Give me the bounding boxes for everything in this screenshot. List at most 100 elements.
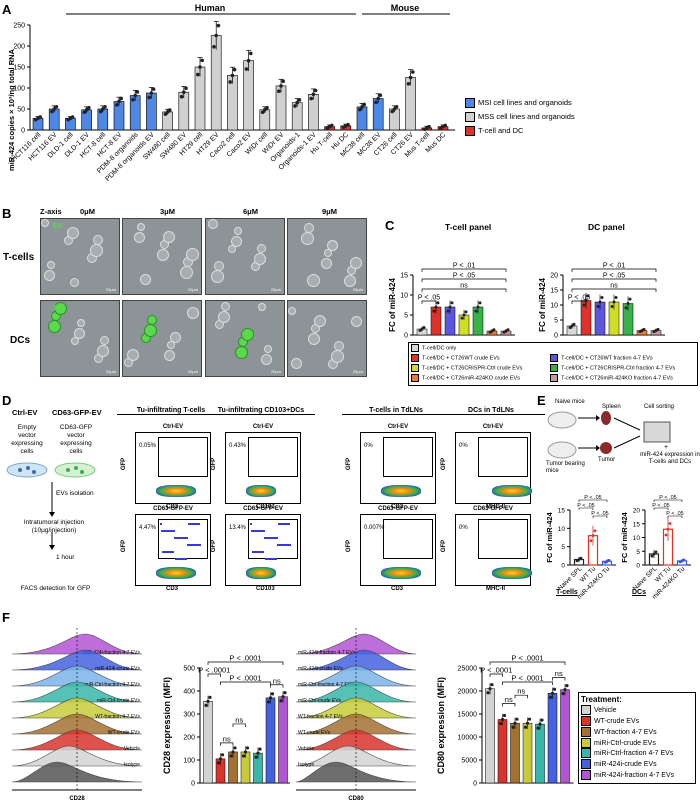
cell-shape: [97, 345, 109, 357]
gfp-positive-event: [185, 558, 187, 560]
gfp-positive-event: [259, 530, 261, 532]
panel-label-e: E: [537, 393, 546, 408]
gfp-positive-event: [282, 523, 284, 525]
cell-shape: [41, 219, 49, 227]
data-point: [70, 115, 75, 119]
flow-plot-title: Ctrl-EV: [252, 424, 274, 430]
data-point: [362, 102, 367, 107]
data-point: [628, 297, 632, 301]
data-point: [422, 326, 426, 330]
cell-population-density: [156, 567, 196, 579]
data-point: [666, 527, 670, 531]
data-point: [182, 90, 186, 94]
flow-plot-title: CD63-GFP-EV: [243, 506, 283, 512]
significance-label: P < .0001: [198, 666, 230, 675]
data-point: [506, 328, 510, 332]
legend-label: MSS cell lines and organoids: [478, 112, 575, 121]
dc-panel-title: DC panel: [588, 222, 625, 232]
cell-shape: [350, 257, 362, 269]
cell-shape: [231, 236, 242, 247]
legend-item: T-cell/DC + CT26miR-424KO crude EVs: [411, 373, 550, 384]
cell-shape: [234, 227, 242, 235]
gfp-positive-event: [191, 544, 193, 546]
gfp-positive-event: [195, 544, 197, 546]
cell-shape: [327, 240, 338, 251]
step-injection: Intratumoral injection (10μg/injection): [23, 519, 85, 534]
legend-item-msi: MSI cell lines and organoids: [465, 96, 655, 110]
bar: [522, 722, 533, 784]
spleen-icon: [601, 411, 611, 425]
histogram-label: WT-fraction 4-7 EVs: [95, 714, 140, 720]
legend-item: T-cell/DC only: [411, 344, 695, 354]
cell-shape: [261, 354, 272, 365]
cell-shape: [67, 227, 79, 239]
data-point: [212, 45, 216, 49]
cell-shape: [70, 278, 79, 287]
histogram-label: Isotype: [298, 762, 314, 768]
significance-label: P < .05: [418, 295, 440, 302]
bar: [265, 697, 276, 784]
data-point: [394, 104, 399, 109]
data-point: [98, 109, 103, 114]
flow-x-label: MHC-II: [486, 504, 505, 510]
legend-swatch: [550, 353, 559, 362]
data-point: [293, 104, 297, 108]
cell-shape: [93, 235, 103, 245]
data-point: [650, 554, 654, 558]
data-point: [450, 301, 454, 305]
y-tick-label: 0: [21, 128, 25, 135]
data-point: [133, 93, 137, 98]
gfp-positive-event: [160, 523, 162, 525]
significance-label: P < .0001: [229, 674, 261, 683]
y-tick-label: 10000: [458, 735, 478, 742]
data-point: [502, 713, 507, 718]
legend-label: miRi-Ctrl-fraction 4-7 EVs: [594, 750, 674, 758]
cell-shape: [307, 274, 320, 287]
expr-label: miR-424 expression in T-cells and DCs: [640, 452, 700, 465]
cell-shape: [331, 350, 344, 363]
significance-bracket: [489, 661, 566, 665]
gfp-positive-event: [182, 537, 184, 539]
significance-label: P < .05: [591, 511, 608, 517]
data-point: [277, 89, 281, 93]
data-point: [527, 717, 532, 721]
data-point: [656, 327, 660, 331]
legend-swatch: [411, 373, 419, 382]
treatment-legend-item: miRi-Ctrl-fraction 4-7 EVs: [581, 748, 693, 759]
flow-y-label: GFP: [441, 457, 448, 471]
flow-x-label: CD3: [166, 504, 179, 510]
data-point: [200, 58, 204, 63]
y-tick-label: 50: [17, 107, 25, 114]
gfp-positive-event: [278, 523, 280, 525]
gfp-positive-event: [170, 551, 172, 553]
data-point: [101, 107, 105, 111]
flow-plot-title: CD63-GFP-EV: [378, 506, 418, 512]
cell-shape: [235, 346, 248, 359]
data-point: [208, 695, 212, 699]
histogram-label: miR-424i-fraction 4-7 EVs: [298, 650, 356, 656]
treatment-legend-item: WT-fraction 4-7 EVs: [581, 726, 693, 738]
data-point: [513, 721, 517, 725]
y-tick-label: 300: [183, 712, 195, 719]
y-tick-label: 5: [554, 318, 558, 325]
data-point: [179, 94, 184, 99]
data-point: [582, 303, 586, 307]
gfp-positive-event: [263, 530, 265, 532]
data-point: [258, 747, 262, 751]
gfp-positive-event: [171, 530, 173, 532]
histogram-cd28: miR-424i-fraction 4-7 EVs miR-424i-crude …: [11, 628, 143, 802]
significance-label: P < .05: [652, 503, 669, 509]
cell-shape: [144, 324, 157, 337]
flow-plot-title: Ctrl-EV: [482, 424, 504, 430]
data-point: [279, 699, 283, 703]
microscopy-image: 20μm: [122, 218, 202, 295]
data-point: [311, 92, 316, 97]
legend-label: WT-fraction 4-7 EVs: [594, 728, 657, 736]
data-point: [281, 695, 285, 699]
data-point: [593, 529, 597, 533]
significance-label: ns: [235, 715, 243, 724]
data-point: [642, 327, 646, 331]
gate-box: [248, 519, 298, 559]
data-point: [220, 753, 225, 757]
